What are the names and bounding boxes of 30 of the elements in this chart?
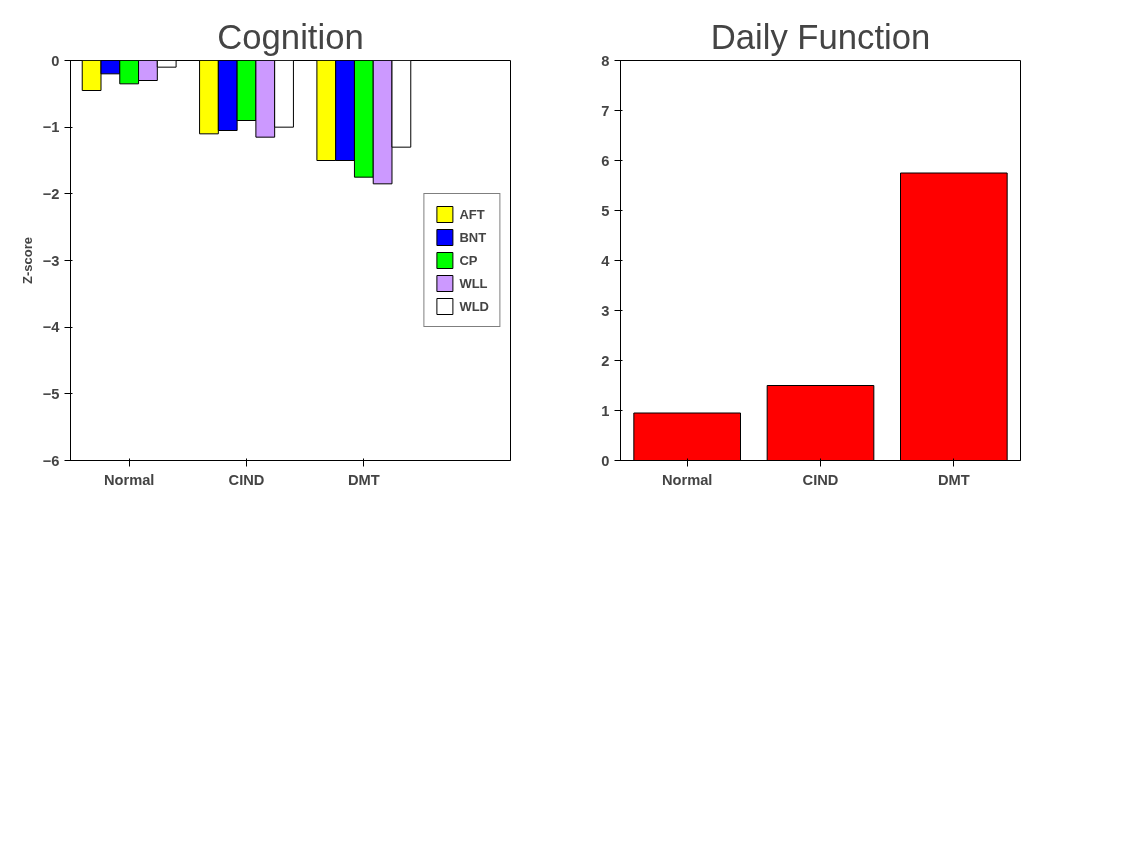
x-tick-label: CIND (802, 471, 839, 488)
chart-title: Daily Function (710, 17, 931, 56)
x-tick-label: CIND (228, 471, 265, 488)
y-tick-label: 8 (601, 52, 610, 69)
y-tick-label: −6 (42, 452, 60, 469)
y-axis-title: Z-score (19, 237, 35, 284)
y-tick-label: 2 (601, 352, 610, 369)
y-tick-label: −2 (42, 185, 60, 202)
y-tick-label: 4 (601, 252, 611, 269)
legend-label: CP (459, 252, 479, 268)
legend-label: WLD (459, 298, 489, 314)
y-tick-label: 1 (601, 402, 610, 419)
y-tick-label: 5 (601, 202, 610, 219)
y-tick-label: 0 (51, 52, 60, 69)
y-tick-label: −3 (42, 252, 60, 269)
y-tick-label: 0 (601, 452, 610, 469)
y-tick-label: −5 (42, 385, 60, 402)
x-tick-label: DMT (937, 471, 970, 488)
x-tick-label: DMT (347, 471, 380, 488)
x-tick-label: Normal (103, 471, 155, 488)
chart-title: Cognition (217, 17, 364, 56)
y-tick-label: 6 (601, 152, 610, 169)
y-tick-label: −4 (42, 319, 61, 336)
legend-label: BNT (459, 229, 487, 245)
y-tick-label: 3 (601, 302, 610, 319)
x-tick-label: Normal (661, 471, 713, 488)
legend-label: AFT (459, 206, 485, 222)
y-tick-label: −1 (42, 119, 60, 136)
legend-label: WLL (459, 275, 488, 291)
y-tick-label: 7 (601, 102, 610, 119)
